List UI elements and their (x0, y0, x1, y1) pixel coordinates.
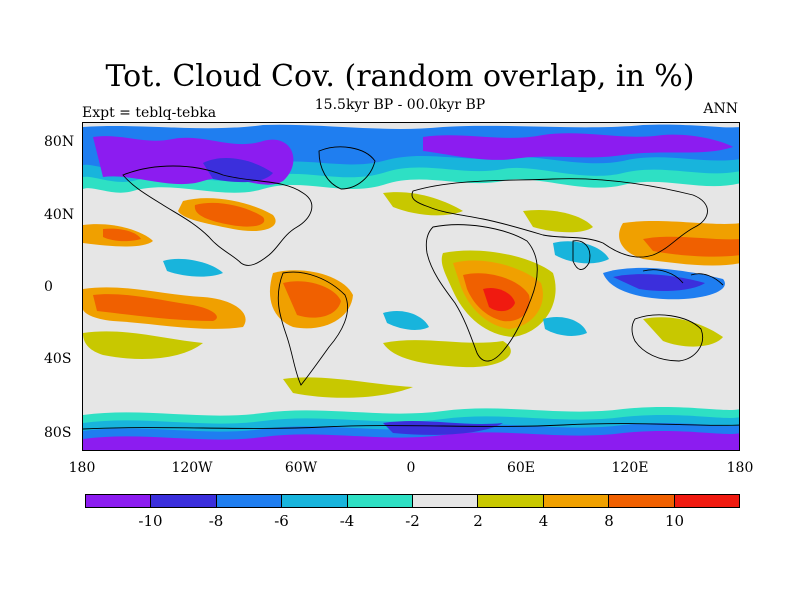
colorbar-tick-label: 10 (664, 512, 685, 530)
colorbar (85, 494, 740, 508)
colorbar-box (478, 495, 544, 507)
experiment-label: Expt = teblq-tebka (82, 105, 217, 121)
colorbar-box (151, 495, 217, 507)
lat-label-0: 0 (44, 279, 53, 295)
africa-coast (425, 224, 538, 362)
map-panel (82, 122, 740, 451)
colorbar-tick-label: 4 (538, 512, 549, 530)
lat-label-80s: 80S (44, 425, 72, 441)
australia-coast (631, 314, 703, 362)
eurasia-coast (411, 178, 708, 258)
lat-label-40n: 40N (44, 207, 75, 223)
antarctic-anomaly-band (83, 407, 739, 450)
cloud-cover-map (83, 123, 739, 450)
north-america-coast (122, 165, 313, 266)
northern-midlatitude-increases (83, 192, 739, 266)
figure-subtitle: 15.5kyr BP - 00.0kyr BP (314, 97, 486, 113)
colorbar-box (543, 495, 610, 507)
colorbar-tick-label: -4 (339, 512, 355, 530)
colorbar-box (413, 495, 479, 507)
lon-label-120w: 120W (171, 460, 213, 476)
figure-title: Tot. Cloud Cov. (random overlap, in %) (105, 59, 695, 94)
india-coast (572, 240, 591, 270)
colorbar-box (216, 495, 283, 507)
colorbar-tick-label: 8 (604, 512, 614, 530)
lat-label-80n: 80N (44, 134, 75, 150)
lon-label-180-east: 180 (726, 460, 754, 476)
lat-label-40s: 40S (44, 351, 72, 367)
tropical-anomalies (83, 241, 725, 337)
colorbar-box (609, 495, 675, 507)
lon-label-60e: 60E (506, 460, 536, 476)
season-label: ANN (703, 101, 738, 117)
colorbar-tick-label: -10 (138, 512, 163, 530)
colorbar-tick-label: -8 (208, 512, 224, 530)
lon-label-60w: 60W (284, 460, 318, 476)
colorbar-tick-label: -6 (274, 512, 289, 530)
colorbar-tick-label: -2 (405, 512, 420, 530)
southeast-asia-islands (642, 269, 724, 286)
colorbar-box (86, 495, 152, 507)
south-america-coast (277, 271, 349, 386)
coastlines (83, 146, 739, 430)
lon-label-120e: 120E (611, 460, 649, 476)
colorbar-box (674, 495, 740, 507)
colorbar-box (347, 495, 414, 507)
greenland-coast (318, 146, 376, 190)
arctic-anomaly-band (83, 124, 739, 193)
lon-label-180-west: 180 (68, 460, 96, 476)
lon-label-0: 0 (406, 460, 416, 476)
colorbar-box (282, 495, 348, 507)
colorbar-tick-label: 2 (473, 512, 483, 530)
antarctica-coast (83, 423, 739, 430)
